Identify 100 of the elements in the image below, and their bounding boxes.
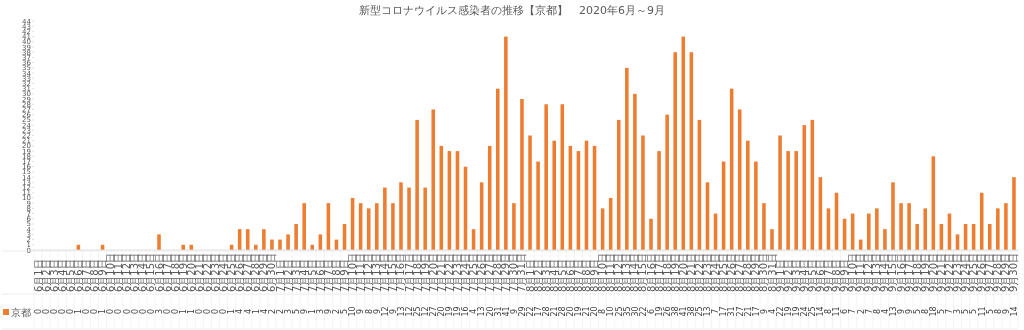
data-label: 13 [477,306,487,317]
data-label: 0 [170,308,180,315]
data-label: 19 [792,306,801,317]
data-label: 17 [719,306,729,317]
data-label: 0 [58,308,68,315]
data-label: 4 [469,308,479,315]
data-label: 29 [517,306,527,317]
data-label: 24 [800,306,810,317]
bar [794,151,798,250]
data-label: 25 [412,306,422,317]
data-label: 9 [509,308,519,315]
bar [891,182,895,250]
data-label: 0 [195,308,205,315]
data-label: 22 [775,306,785,317]
data-label: 1 [179,308,189,315]
data-label: 14 [816,306,826,317]
data-label: 1 [74,308,84,315]
bar [528,135,532,250]
data-label: 9 [356,308,366,315]
data-label: 16 [461,306,471,317]
data-label: 0 [219,308,229,315]
data-label: 27 [735,306,745,317]
bar [270,239,274,250]
data-label: 0 [130,308,140,315]
data-label: 8 [598,308,608,315]
data-label: 4 [259,308,269,315]
data-label: 7 [945,308,955,315]
data-label: 20 [437,306,447,317]
bar [512,203,516,250]
data-label: 6 [646,308,656,315]
data-label: 0 [203,308,213,315]
data-label: 0 [146,308,156,315]
data-label: 3 [154,308,164,315]
bar [278,239,282,250]
data-label: 5 [969,308,979,315]
data-label: 1 [251,308,261,315]
data-label: 26 [662,306,672,317]
data-label: 4 [767,308,777,315]
bar [770,229,774,250]
bar [544,104,548,250]
data-label: 19 [654,306,664,317]
data-label: 5 [961,308,971,315]
bar [754,161,758,250]
bar [302,203,306,250]
data-label: 0 [41,308,51,315]
data-label: 0 [106,308,116,315]
bar [286,234,290,250]
data-label: 2 [275,308,285,315]
bar [988,223,992,250]
data-label: 19 [453,306,463,317]
bar [737,109,742,250]
data-label: 28 [558,306,568,317]
data-label: 10 [348,306,358,317]
bar [407,187,411,250]
data-label: 18 [929,306,939,317]
data-label: 5 [937,308,947,315]
data-label: 6 [840,308,850,315]
data-label: 25 [808,306,818,317]
bar [883,229,887,250]
bar [383,187,387,250]
bar [907,203,911,250]
data-label: 0 [162,308,172,315]
data-label: 35 [622,306,632,317]
data-label: 5 [985,308,995,315]
data-label: 0 [82,308,92,315]
bar [391,203,395,250]
data-label: 1 [98,308,108,315]
bar [616,119,621,250]
bar [802,125,807,250]
bar [778,135,782,250]
data-label: 4 [235,308,245,315]
data-label: 0 [138,308,148,315]
bar [536,161,540,250]
bar [673,52,677,250]
data-label: 12 [380,306,390,317]
data-label: 31 [493,306,503,317]
data-label: 38 [671,306,681,317]
data-label: 4 [243,308,253,315]
bar [1004,203,1008,250]
data-label: 5 [291,308,301,315]
data-label: 8 [824,308,834,315]
data-label: 19 [445,306,455,317]
data-label: 21 [743,306,753,317]
data-label: 9 [372,308,382,315]
data-label: 31 [727,306,737,317]
data-label: 28 [541,306,551,317]
data-label: 22 [525,306,535,317]
bar [520,99,524,250]
bar [641,135,645,250]
bar [867,213,871,250]
data-label: 8 [921,308,931,315]
data-label: 20 [590,306,600,317]
data-label: 22 [638,306,648,317]
bar [1012,177,1016,250]
data-label: 2 [267,308,277,315]
data-label: 30 [630,306,640,317]
data-label: 11 [977,306,987,317]
data-label: 0 [33,308,43,315]
data-label: 7 [848,308,858,315]
bar [633,93,637,250]
